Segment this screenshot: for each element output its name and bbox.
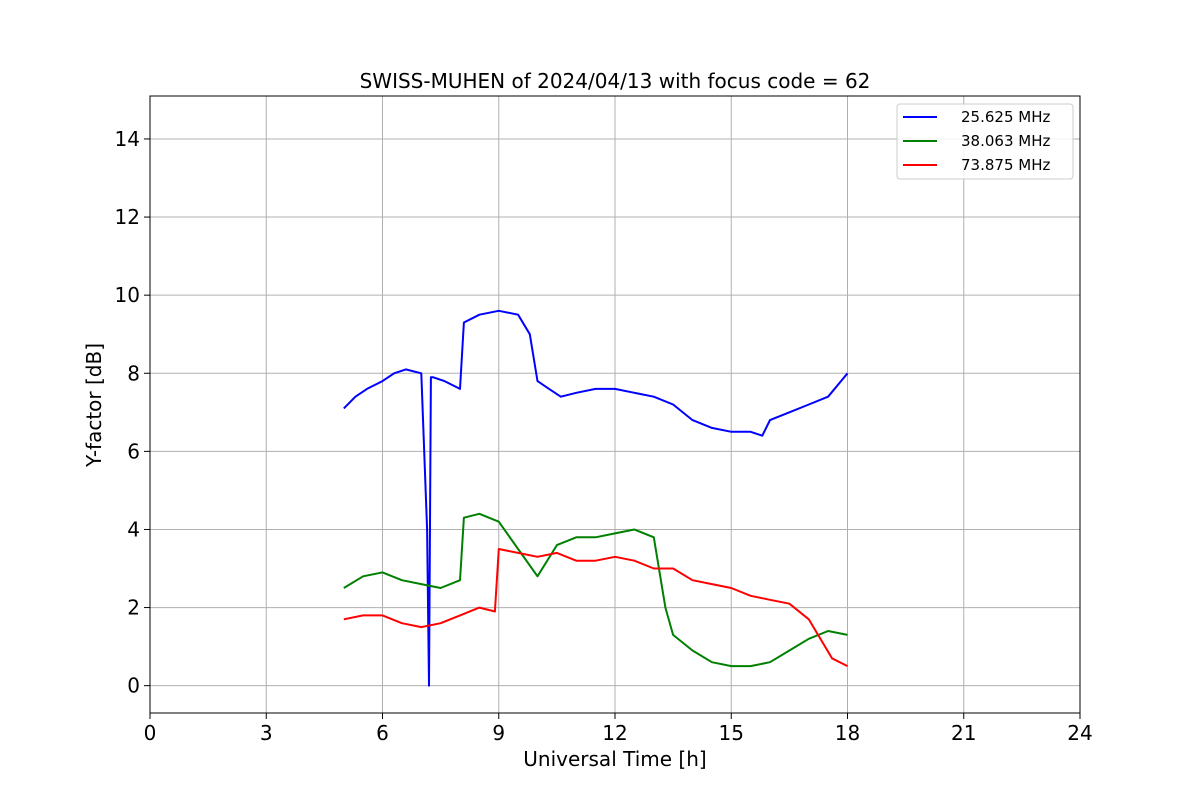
x-tick-label: 9 [492, 721, 505, 745]
chart-title: SWISS-MUHEN of 2024/04/13 with focus cod… [360, 69, 871, 93]
x-tick-label: 0 [144, 721, 157, 745]
x-tick-label: 18 [835, 721, 860, 745]
y-tick-label: 10 [115, 283, 140, 307]
y-tick-label: 4 [127, 517, 140, 541]
series-line-3 [343, 548, 848, 667]
x-axis-label: Universal Time [h] [523, 747, 706, 771]
series-line-1 [343, 309, 849, 687]
x-tick-label: 6 [376, 721, 389, 745]
y-axis-label: Y-factor [dB] [82, 343, 106, 468]
legend-label-1: 25.625 MHz [961, 108, 1050, 126]
y-tick-label: 14 [115, 127, 140, 151]
y-tick-label: 8 [127, 361, 140, 385]
y-tick-label: 12 [115, 205, 140, 229]
x-tick-label: 15 [719, 721, 744, 745]
legend-box [896, 103, 1074, 180]
x-tick-label: 12 [602, 721, 627, 745]
legend: 25.625 MHz 38.063 MHz 73.875 MHz [896, 103, 1074, 180]
x-tick-label: 24 [1067, 721, 1092, 745]
series-line-2 [343, 512, 848, 668]
legend-label-3: 73.875 MHz [961, 156, 1050, 174]
y-tick-label: 0 [127, 674, 140, 698]
series-layer [343, 309, 849, 687]
x-tick-label: 3 [260, 721, 273, 745]
y-tick-label: 2 [127, 596, 140, 620]
x-tick-label: 21 [951, 721, 976, 745]
y-tick-label: 6 [127, 439, 140, 463]
legend-label-2: 38.063 MHz [961, 132, 1050, 150]
